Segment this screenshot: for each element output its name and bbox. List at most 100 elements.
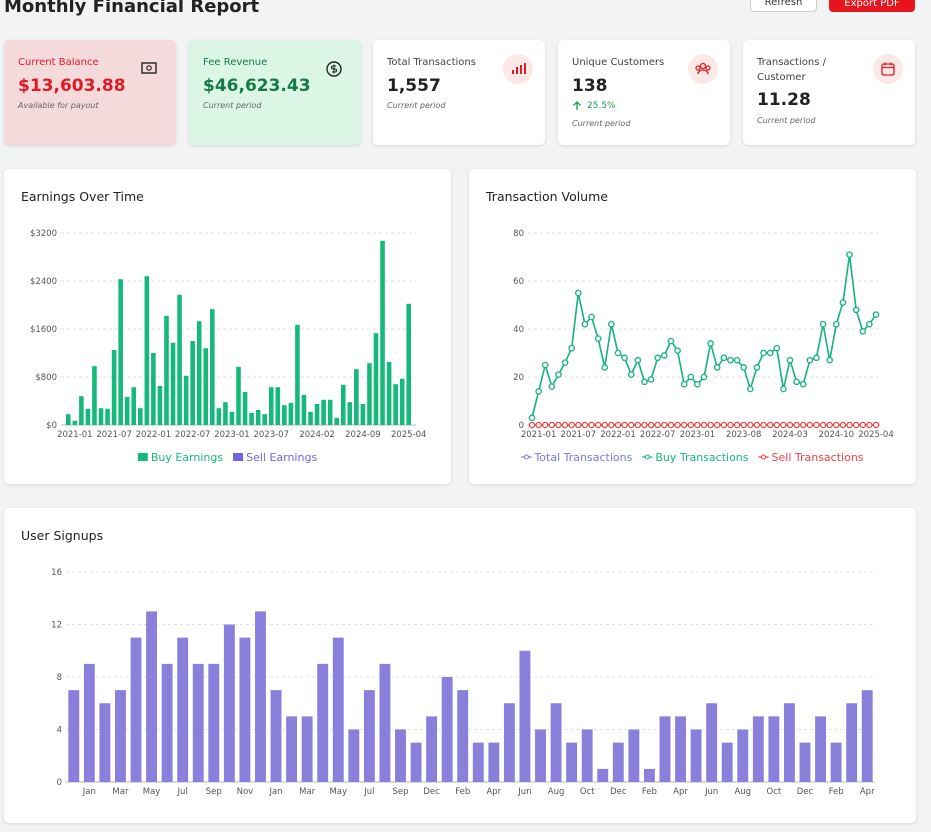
point	[708, 341, 713, 346]
refresh-button[interactable]: Refresh	[750, 0, 817, 12]
bar	[164, 316, 169, 425]
point	[715, 365, 720, 370]
bar	[737, 730, 748, 783]
line	[532, 255, 876, 418]
point	[840, 300, 845, 305]
y-tick-label: 60	[513, 277, 524, 287]
x-tick-label: Mar	[299, 787, 316, 797]
bar	[193, 664, 204, 782]
x-tick-label: Aug	[734, 787, 751, 797]
page-title: Monthly Financial Report	[4, 0, 259, 17]
bar	[400, 379, 405, 425]
point	[596, 336, 601, 341]
bar	[457, 690, 468, 782]
kpi-card: Transactions / Customer 11.28 Current pe…	[743, 40, 915, 145]
bar	[302, 716, 313, 782]
chart: 0481216JanMarMayJulSepNovJanMarMayJulSep…	[4, 508, 916, 823]
y-tick-label: $800	[35, 373, 57, 383]
x-tick-label: Apr	[486, 787, 501, 797]
legend-item: Sell Transactions	[759, 451, 864, 464]
y-tick-label: 80	[513, 229, 524, 239]
x-tick-label: 2021-01	[521, 430, 557, 440]
kpi-card: Current Balance $13,603.88 Available for…	[4, 40, 176, 145]
point	[734, 422, 739, 427]
y-tick-label: $2400	[30, 277, 57, 287]
bar	[379, 664, 390, 782]
bar	[628, 730, 639, 783]
y-tick-label: 8	[57, 673, 62, 683]
point	[768, 350, 773, 355]
bar	[68, 690, 79, 782]
x-tick-label: 2021-01	[57, 430, 93, 440]
point	[688, 374, 693, 379]
x-tick-label: Feb	[642, 787, 657, 797]
point	[629, 372, 634, 377]
point	[827, 422, 832, 427]
point	[609, 322, 614, 327]
kpi-value: $13,603.88	[18, 76, 126, 96]
bar	[348, 402, 353, 425]
bar	[210, 309, 215, 425]
point	[794, 422, 799, 427]
chart-card: Earnings Over Time $0$800$1600$2400$3200…	[4, 169, 451, 484]
bar	[784, 703, 795, 782]
point	[754, 365, 759, 370]
point	[741, 365, 746, 370]
kpi-note: Current period	[203, 101, 261, 110]
bar	[333, 638, 344, 782]
point	[562, 422, 567, 427]
bar	[217, 408, 222, 425]
bar	[275, 387, 280, 425]
bar	[66, 414, 71, 425]
bar	[79, 396, 84, 425]
chart-card: Transaction Volume 0204060802021-012021-…	[469, 169, 916, 484]
bar	[406, 304, 411, 425]
legend-label: Buy Transactions	[655, 451, 748, 464]
bar	[73, 421, 78, 425]
export-button[interactable]: Export PDF	[829, 0, 915, 12]
bar	[269, 387, 274, 425]
point	[787, 422, 792, 427]
point	[695, 382, 700, 387]
kpi-note: Current period	[572, 119, 630, 128]
bar	[99, 408, 104, 425]
x-tick-label: Oct	[767, 787, 782, 797]
bar	[582, 730, 593, 783]
point	[602, 365, 607, 370]
bar	[321, 400, 326, 425]
point	[562, 360, 567, 365]
bar	[380, 241, 385, 425]
x-tick-label: May	[329, 787, 347, 797]
bar	[535, 730, 546, 783]
bar	[282, 405, 287, 425]
x-tick-label: Oct	[580, 787, 595, 797]
point	[741, 422, 746, 427]
point	[629, 422, 634, 427]
bar	[224, 625, 235, 783]
kpi-label: Fee Revenue	[203, 55, 313, 70]
bar	[223, 402, 228, 425]
point	[529, 415, 534, 420]
x-tick-label: Dec	[423, 787, 440, 797]
point	[873, 312, 878, 317]
bar	[613, 743, 624, 782]
x-tick-label: Feb	[455, 787, 470, 797]
x-tick-label: 2022-07	[640, 430, 676, 440]
x-tick-label: 2022-01	[600, 430, 636, 440]
point	[701, 374, 706, 379]
bar	[256, 410, 261, 425]
point	[774, 422, 779, 427]
point	[668, 338, 673, 343]
bar	[308, 412, 313, 425]
point	[847, 422, 852, 427]
y-tick-label: 12	[51, 621, 62, 631]
bar	[862, 690, 873, 782]
point	[754, 422, 759, 427]
y-tick-label: 0	[57, 778, 62, 788]
point	[807, 358, 812, 363]
bar	[131, 638, 142, 782]
kpi-label: Current Balance	[18, 55, 128, 70]
legend-label: Sell Earnings	[246, 451, 317, 464]
point	[549, 422, 554, 427]
kpi-value: 11.28	[757, 90, 811, 110]
